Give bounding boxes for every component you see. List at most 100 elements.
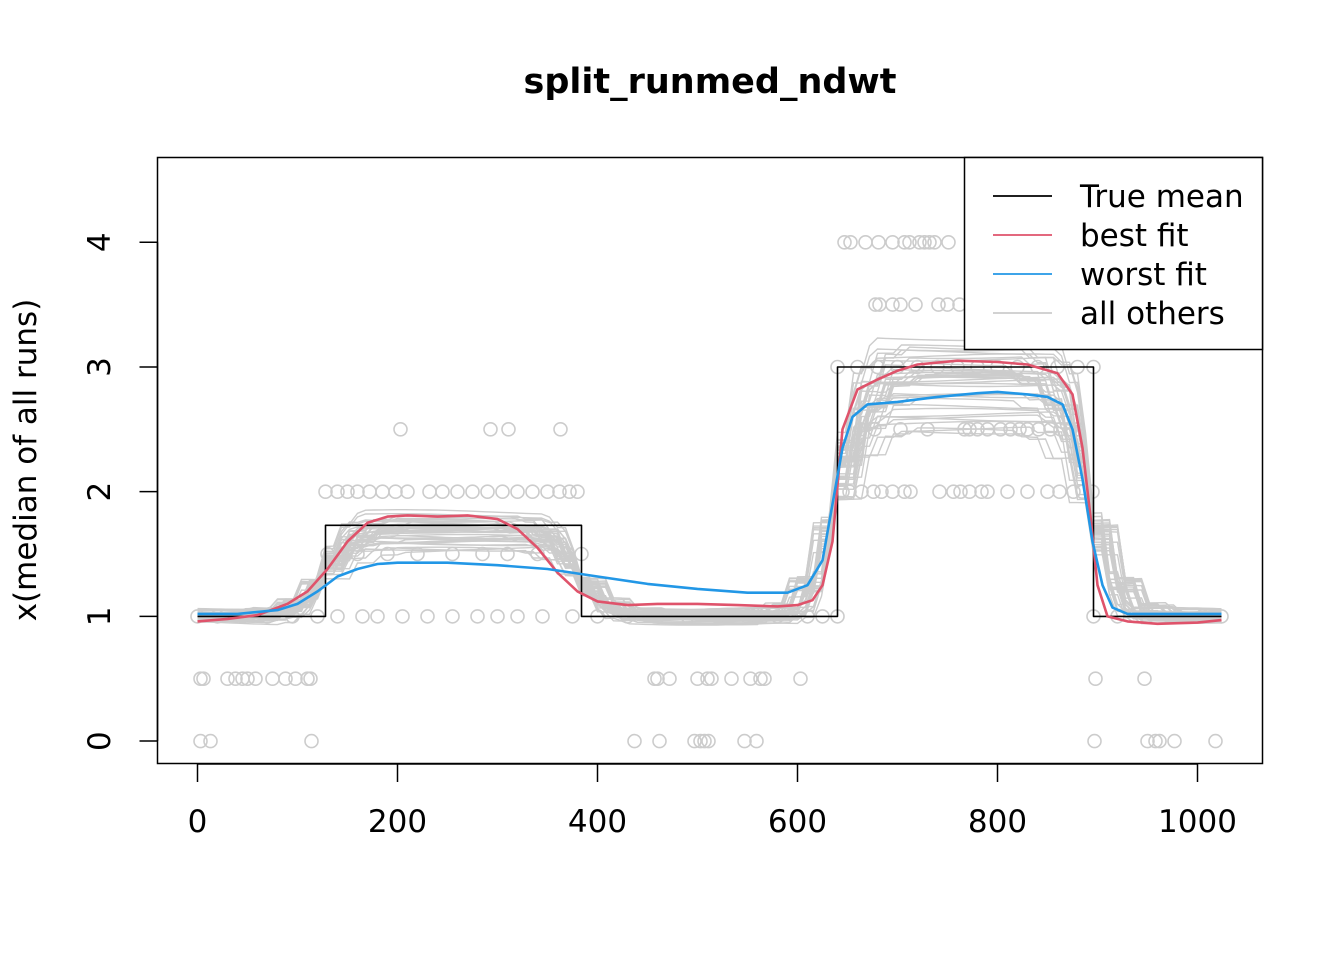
- observation-point: [697, 733, 712, 749]
- observation-point: [743, 671, 758, 687]
- observation-point: [893, 297, 908, 312]
- observation-point: [724, 671, 739, 687]
- observation-point: [917, 235, 932, 250]
- observation-point: [843, 235, 858, 250]
- x-axis: 0 200 400 600 800 1000: [188, 763, 1237, 840]
- observation-point: [837, 235, 852, 250]
- x-tick-label: 400: [568, 804, 627, 840]
- observation-point: [871, 235, 886, 250]
- observation-point: [445, 546, 460, 562]
- observation-point: [1012, 421, 1027, 437]
- y-tick-label: 3: [82, 357, 118, 377]
- legend-label: True mean: [1079, 179, 1244, 215]
- observation-point: [303, 671, 318, 687]
- other-run-line: [197, 393, 1222, 623]
- observation-point: [1152, 733, 1167, 749]
- observation-point: [1088, 671, 1103, 687]
- observation-point: [220, 671, 235, 687]
- observation-point: [842, 484, 857, 500]
- observation-point: [304, 733, 319, 749]
- x-tick-label: 600: [768, 804, 827, 840]
- observation-point: [946, 484, 961, 500]
- y-tick-label: 4: [82, 232, 118, 252]
- observation-point: [920, 421, 935, 437]
- y-tick-label: 0: [82, 731, 118, 751]
- observation-point: [465, 484, 480, 500]
- observation-point: [480, 484, 495, 500]
- observation-point: [330, 609, 345, 624]
- observation-point: [854, 484, 869, 500]
- observation-point: [193, 733, 208, 749]
- observation-point: [350, 546, 365, 562]
- observation-point: [912, 235, 927, 250]
- observation-point: [885, 297, 900, 312]
- observation-point: [1208, 733, 1223, 749]
- observation-point: [510, 609, 525, 624]
- observation-point: [350, 484, 365, 500]
- observation-point: [858, 235, 873, 250]
- observation-point: [565, 609, 580, 624]
- observation-point: [330, 484, 345, 500]
- observation-point: [300, 671, 315, 687]
- observation-point: [475, 546, 490, 562]
- observation-point: [974, 484, 989, 500]
- observation-point: [1137, 671, 1152, 687]
- observation-point: [393, 421, 408, 437]
- observation-point: [228, 671, 243, 687]
- observation-point: [570, 484, 585, 500]
- other-run-line: [197, 382, 1222, 616]
- observation-point: [953, 484, 968, 500]
- observation-point: [500, 546, 515, 562]
- observation-point: [650, 671, 665, 687]
- other-run-line: [197, 397, 1222, 621]
- x-tick-label: 1000: [1158, 804, 1237, 840]
- observation-point: [400, 484, 415, 500]
- y-axis: 0 1 2 3 4: [82, 232, 159, 751]
- observation-point: [931, 297, 946, 312]
- observation-point: [370, 609, 385, 624]
- observation-point: [940, 297, 955, 312]
- observation-point: [240, 671, 255, 687]
- observation-point: [490, 609, 505, 624]
- observation-point: [248, 671, 263, 687]
- x-tick-label: 0: [188, 804, 208, 840]
- observation-point: [470, 609, 485, 624]
- y-tick-label: 1: [82, 607, 118, 627]
- observation-point: [867, 421, 882, 437]
- observation-point: [288, 671, 303, 687]
- observation-point: [193, 671, 208, 687]
- observation-point: [885, 484, 900, 500]
- observation-point: [753, 671, 768, 687]
- observation-point: [450, 484, 465, 500]
- observation-point: [647, 671, 662, 687]
- observation-point: [525, 484, 540, 500]
- observation-point: [885, 235, 900, 250]
- observation-point: [897, 484, 912, 500]
- observation-point: [535, 609, 550, 624]
- other-run-line: [197, 403, 1222, 626]
- x-tick-label: 800: [968, 804, 1027, 840]
- chart-title: split_runmed_ndwt: [523, 62, 896, 102]
- observation-point: [1052, 484, 1067, 500]
- observation-point: [318, 484, 333, 500]
- observation-point: [553, 421, 568, 437]
- legend-label: all others: [1080, 296, 1225, 332]
- observation-point: [737, 733, 752, 749]
- observation-point: [690, 671, 705, 687]
- observation-point: [652, 733, 667, 749]
- observation-point: [902, 235, 917, 250]
- observation-point: [908, 297, 923, 312]
- observation-point: [420, 609, 435, 624]
- observation-point: [970, 421, 985, 437]
- observation-point: [435, 484, 450, 500]
- y-tick-label: 2: [82, 482, 118, 502]
- observation-point: [980, 484, 995, 500]
- series-line-worst-fit: [197, 390, 1222, 616]
- other-run-line: [197, 392, 1222, 624]
- observation-point: [340, 484, 355, 500]
- observation-point: [1148, 733, 1163, 749]
- observation-point: [1167, 733, 1182, 749]
- observation-point: [410, 546, 425, 562]
- x-tick-label: 200: [368, 804, 427, 840]
